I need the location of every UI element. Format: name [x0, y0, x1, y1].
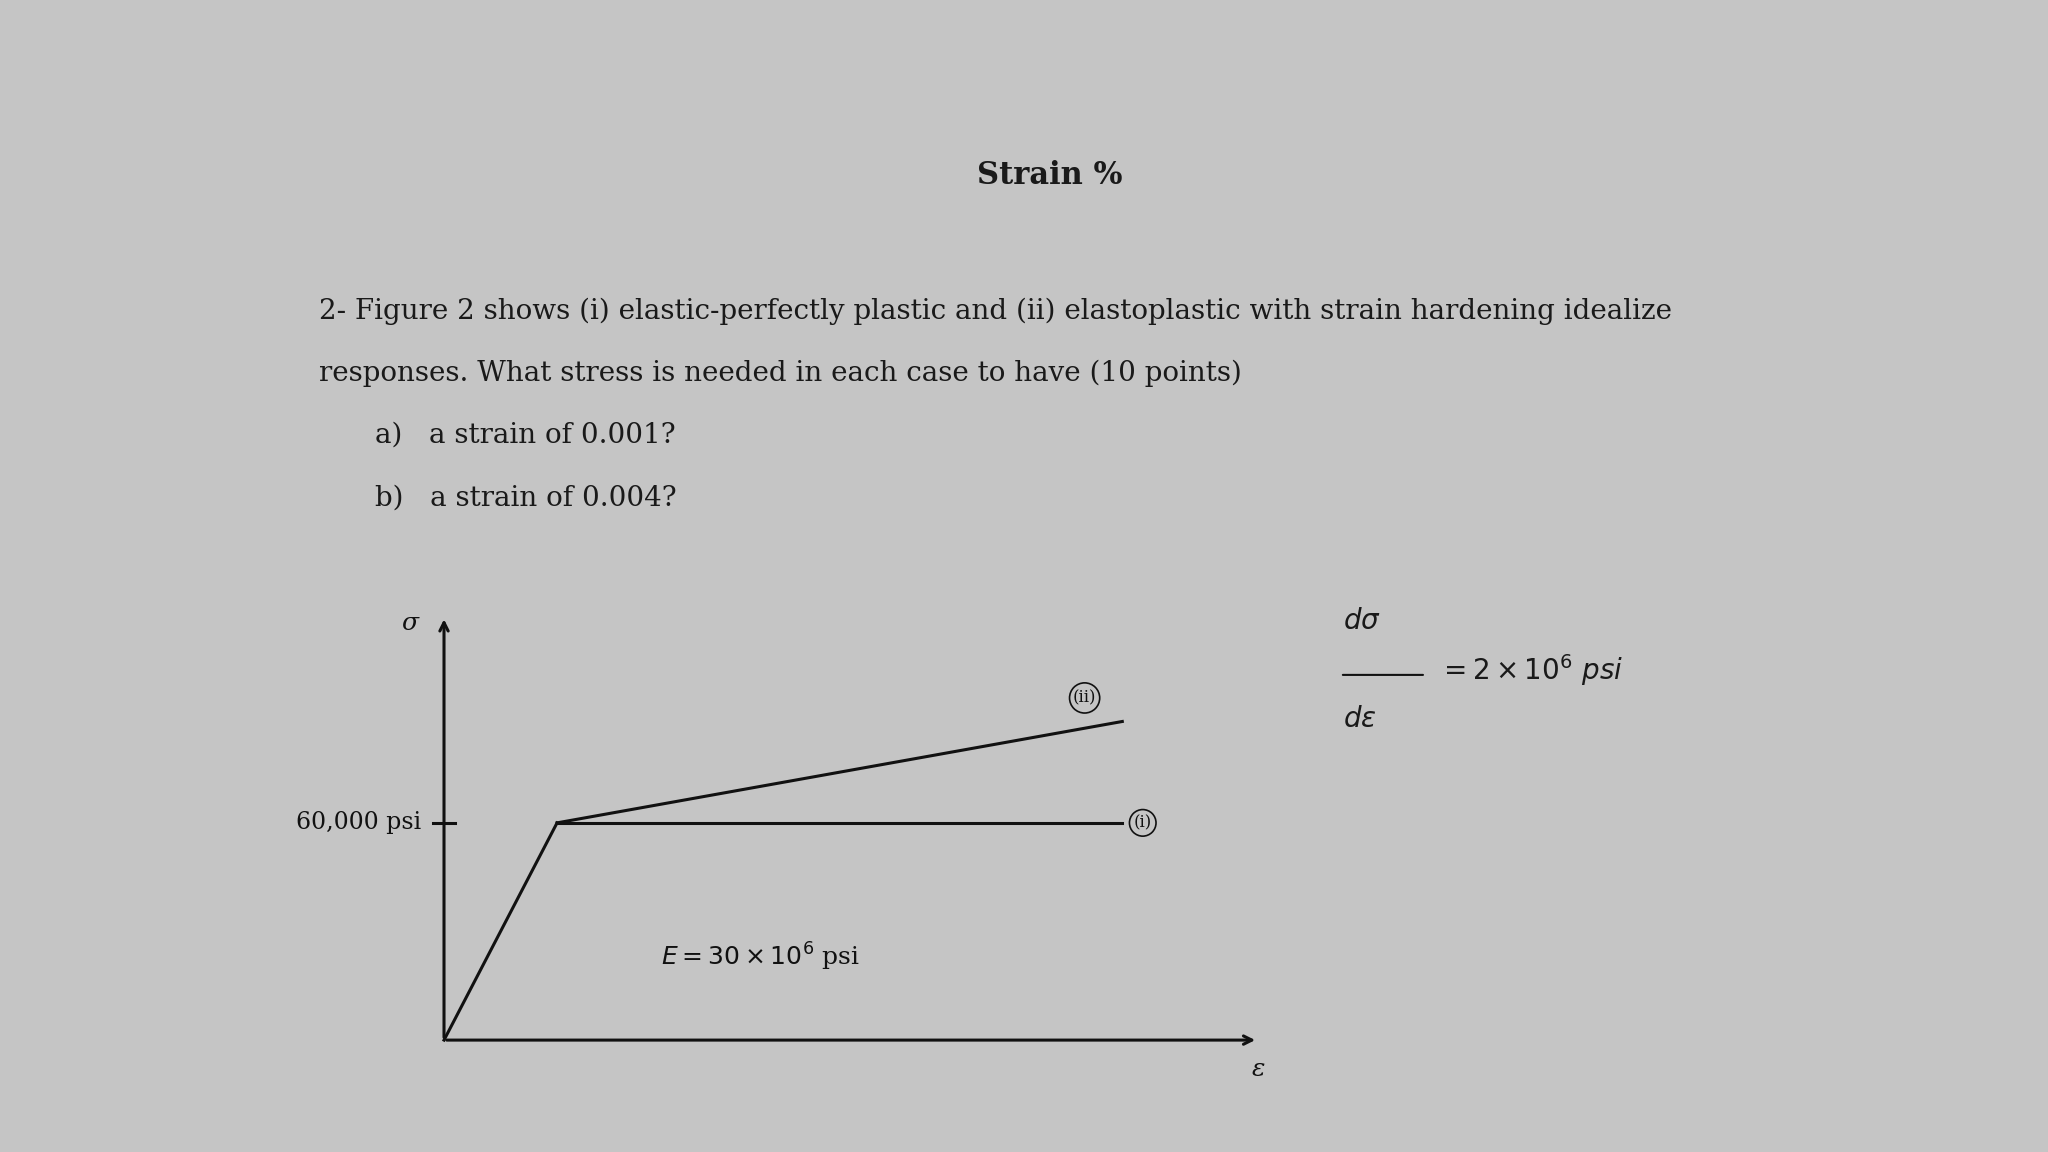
Text: 2- Figure 2 shows (i) elastic-perfectly plastic and (ii) elastoplastic with stra: 2- Figure 2 shows (i) elastic-perfectly … [319, 298, 1673, 325]
Text: 60,000 psi: 60,000 psi [297, 811, 422, 834]
Text: σ: σ [401, 612, 418, 635]
Text: $d\sigma$: $d\sigma$ [1343, 608, 1380, 635]
Text: (ii): (ii) [1073, 689, 1096, 706]
Text: Strain %: Strain % [977, 160, 1122, 191]
Text: $E = 30 \times 10^6$ psi: $E = 30 \times 10^6$ psi [662, 941, 860, 973]
Text: $d\varepsilon$: $d\varepsilon$ [1343, 706, 1376, 733]
Text: responses. What stress is needed in each case to have (10 points): responses. What stress is needed in each… [319, 359, 1243, 387]
Text: (i): (i) [1135, 814, 1151, 832]
Text: ε: ε [1251, 1058, 1266, 1081]
Text: b)   a strain of 0.004?: b) a strain of 0.004? [375, 484, 676, 511]
Text: $= 2 \times 10^6\ psi$: $= 2 \times 10^6\ psi$ [1438, 652, 1624, 689]
Text: a)   a strain of 0.001?: a) a strain of 0.001? [375, 422, 676, 449]
